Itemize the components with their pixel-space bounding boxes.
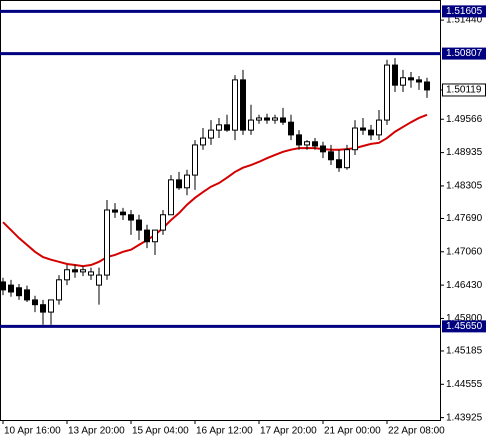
candle-body — [232, 79, 238, 131]
candle-body — [16, 287, 22, 297]
candle-body — [64, 269, 70, 281]
candle-body — [96, 274, 102, 286]
candle-body — [352, 127, 358, 151]
candle-body — [416, 79, 422, 83]
candle-body — [184, 174, 190, 189]
candle-body — [400, 77, 406, 86]
candle-body — [248, 119, 254, 131]
candle-body — [88, 271, 94, 276]
y-tick-label: 1.46430 — [446, 280, 483, 291]
level-label-box — [442, 320, 486, 333]
y-tick-label: 1.48305 — [446, 181, 483, 192]
y-tick-label: 1.45800 — [446, 313, 483, 324]
x-tick-label: 15 Apr 04:00 — [132, 426, 189, 437]
y-tick-label: 1.45185 — [446, 346, 483, 357]
candle-body — [72, 269, 78, 273]
candle-body — [112, 209, 118, 213]
candle-body — [304, 141, 310, 146]
candle-body — [192, 144, 198, 176]
y-tick-label: 1.48935 — [446, 147, 483, 158]
candle-body — [48, 299, 54, 313]
candle-body — [392, 64, 398, 86]
candle-body — [120, 211, 126, 216]
candle-body — [40, 304, 46, 313]
x-tick-label: 21 Apr 00:00 — [324, 426, 381, 437]
candle-body — [240, 79, 246, 131]
x-tick-label: 10 Apr 16:00 — [4, 426, 61, 437]
candle-body — [176, 179, 182, 189]
candle-body — [56, 279, 62, 301]
candle-body — [376, 119, 382, 136]
candle-body — [160, 214, 166, 231]
candle-body — [128, 214, 134, 221]
candle-body — [312, 141, 318, 147]
candle-body — [280, 117, 286, 123]
candle-body — [80, 269, 86, 273]
y-tick-label: 1.51440 — [446, 15, 483, 26]
x-tick-label: 13 Apr 20:00 — [68, 426, 125, 437]
candle-body — [296, 134, 302, 146]
candle-body — [0, 281, 6, 291]
candle-body — [200, 137, 206, 146]
y-tick-label: 1.47060 — [446, 246, 483, 257]
y-tick-label: 1.49566 — [446, 114, 483, 125]
price-label: 1.50119 — [446, 85, 482, 96]
x-tick-label: 16 Apr 12:00 — [196, 426, 253, 437]
level-label: 1.50807 — [446, 48, 483, 59]
candle-body — [288, 121, 294, 136]
candle-body — [264, 117, 270, 121]
x-tick-label: 22 Apr 08:00 — [388, 426, 445, 437]
x-tick-label: 17 Apr 20:00 — [260, 426, 317, 437]
candle-body — [424, 81, 430, 91]
level-label-box — [442, 5, 486, 18]
plot-frame — [0, 0, 441, 421]
candle-body — [8, 284, 14, 293]
candle-body — [344, 149, 350, 169]
candle-body — [32, 299, 38, 306]
level-label-box — [442, 47, 486, 60]
candle-body — [208, 129, 214, 139]
candle-body — [152, 229, 158, 243]
candle-body — [336, 159, 342, 169]
candle-body — [384, 64, 390, 121]
candle-body — [216, 124, 222, 131]
candle-body — [104, 209, 110, 276]
y-tick-label: 1.47690 — [446, 213, 483, 224]
candle-body — [224, 124, 230, 131]
candle-body — [328, 151, 334, 161]
candle-body — [136, 219, 142, 231]
candle-body — [408, 77, 414, 81]
level-label: 1.45650 — [446, 321, 483, 332]
y-tick-label: 1.43925 — [446, 412, 483, 423]
candle-body — [368, 129, 374, 136]
candle-body — [168, 179, 174, 216]
candle-body — [360, 127, 366, 131]
candle-body — [320, 145, 326, 153]
candle-body — [256, 117, 262, 121]
candle-body — [24, 289, 30, 301]
candle-body — [144, 229, 150, 243]
y-tick-label: 1.44555 — [446, 379, 483, 390]
candle-body — [272, 117, 278, 121]
level-label: 1.51605 — [446, 6, 483, 17]
